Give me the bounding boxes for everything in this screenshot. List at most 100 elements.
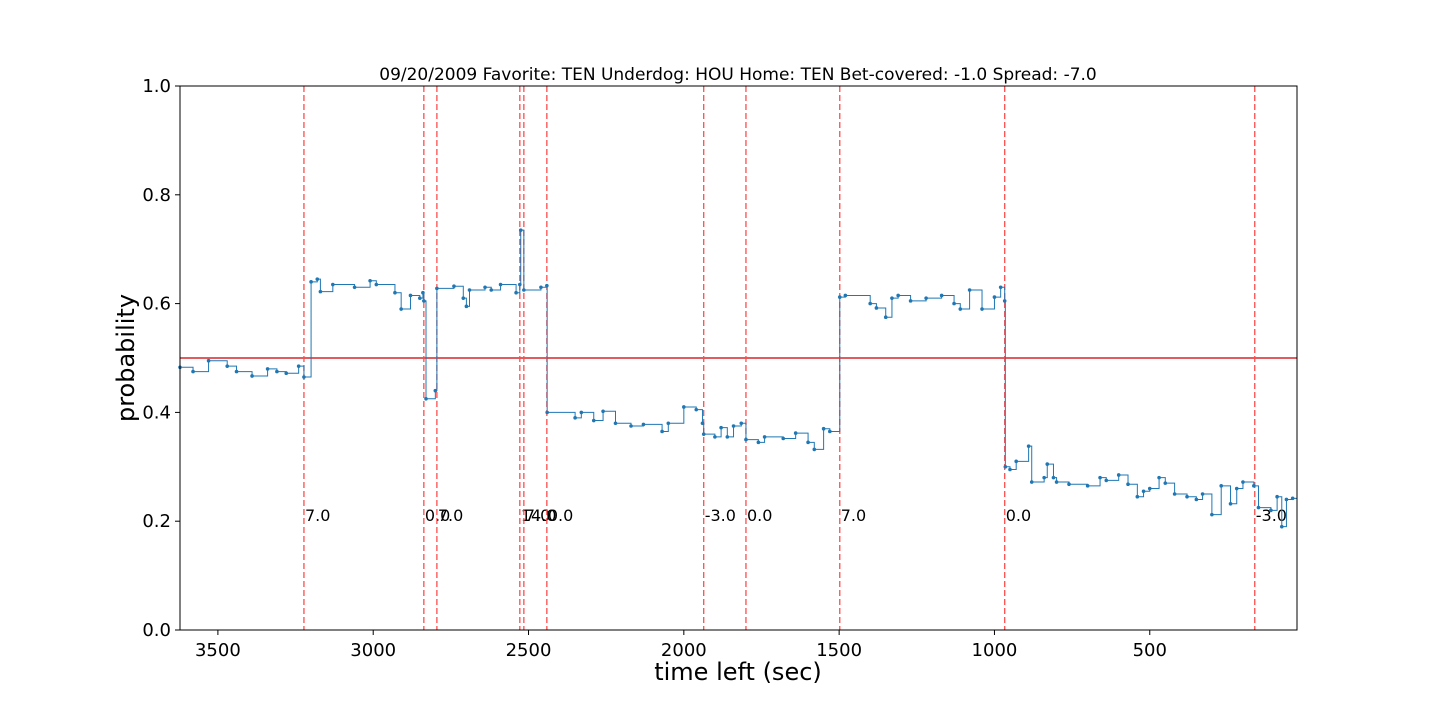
point xyxy=(837,295,842,299)
point xyxy=(591,418,596,423)
point xyxy=(924,296,928,300)
point xyxy=(545,410,549,415)
point xyxy=(422,299,426,303)
point xyxy=(1241,480,1245,484)
point xyxy=(731,424,736,428)
point xyxy=(701,432,706,436)
point xyxy=(1085,484,1090,488)
point xyxy=(1135,494,1140,499)
marker-label: 0.0 xyxy=(548,506,573,525)
point xyxy=(613,421,618,426)
point xyxy=(573,416,577,420)
point xyxy=(225,364,230,368)
point xyxy=(206,358,211,363)
point xyxy=(1003,465,1008,469)
point xyxy=(1104,478,1109,483)
point xyxy=(762,435,767,439)
point xyxy=(191,369,195,374)
point xyxy=(967,288,972,292)
point xyxy=(1219,484,1224,488)
marker-label: 7.0 xyxy=(841,506,866,525)
point xyxy=(1051,475,1056,480)
marker-label: 7.0 xyxy=(525,506,550,525)
point xyxy=(1228,501,1233,506)
point xyxy=(744,437,748,442)
point xyxy=(1054,480,1059,484)
point xyxy=(250,374,254,378)
point xyxy=(522,288,526,292)
point xyxy=(952,301,956,306)
point xyxy=(1279,524,1284,529)
marker-label: 7.0 xyxy=(305,506,330,525)
point xyxy=(908,299,913,303)
point xyxy=(483,285,487,290)
point xyxy=(265,367,270,371)
point xyxy=(1045,462,1050,466)
point xyxy=(234,369,239,374)
point xyxy=(793,431,798,435)
y-tick-label: 0.8 xyxy=(142,185,171,206)
point xyxy=(992,295,997,299)
point xyxy=(374,282,379,287)
point xyxy=(1284,497,1289,502)
x-axis-label: time left (sec) xyxy=(654,658,822,686)
point xyxy=(399,307,403,311)
point xyxy=(1200,492,1205,496)
point xyxy=(302,375,306,379)
point xyxy=(1147,486,1152,491)
point xyxy=(1116,473,1121,477)
point xyxy=(1042,475,1046,480)
point xyxy=(1256,505,1261,510)
marker-label: 0.0 xyxy=(747,506,772,525)
point xyxy=(545,283,549,288)
point xyxy=(694,407,699,412)
marker-label: -3.0 xyxy=(1256,506,1287,525)
point xyxy=(464,304,469,309)
point xyxy=(1067,482,1071,487)
marker-label: -3.0 xyxy=(705,506,736,525)
y-tick-label: 1.0 xyxy=(142,76,171,97)
y-axis-label: probability xyxy=(112,294,140,422)
chart-title: 09/20/2009 Favorite: TEN Underdog: HOU H… xyxy=(379,65,1097,85)
x-tick-label: 3000 xyxy=(350,640,396,661)
point xyxy=(1157,475,1161,480)
x-tick-label: 3500 xyxy=(195,640,241,661)
point xyxy=(579,410,584,415)
point xyxy=(433,388,438,393)
point xyxy=(883,315,888,320)
point xyxy=(539,285,543,290)
point xyxy=(890,296,894,300)
x-tick-label: 500 xyxy=(1133,640,1167,661)
point xyxy=(1002,299,1007,303)
point xyxy=(629,424,633,428)
point xyxy=(498,282,503,287)
marker-label: 14.0 xyxy=(521,506,557,525)
point xyxy=(1029,480,1034,484)
y-tick-label: 0.6 xyxy=(142,294,171,315)
point xyxy=(1234,486,1239,491)
plot-frame xyxy=(179,85,1298,631)
point xyxy=(682,405,686,409)
point xyxy=(980,307,984,311)
point xyxy=(821,426,826,431)
point xyxy=(1026,444,1031,448)
point xyxy=(958,307,963,311)
point xyxy=(700,421,705,426)
point xyxy=(514,290,518,295)
point xyxy=(601,409,605,414)
step-line xyxy=(180,229,1297,528)
point xyxy=(806,440,810,445)
point xyxy=(435,286,439,291)
point xyxy=(452,284,456,288)
point xyxy=(739,421,744,426)
point xyxy=(1194,497,1199,502)
point xyxy=(368,278,372,283)
point xyxy=(518,228,523,232)
point xyxy=(1098,475,1102,480)
point xyxy=(756,440,761,445)
point xyxy=(518,282,522,287)
point xyxy=(1014,459,1018,464)
point xyxy=(1163,481,1168,485)
y-tick-label: 0.4 xyxy=(142,402,171,423)
